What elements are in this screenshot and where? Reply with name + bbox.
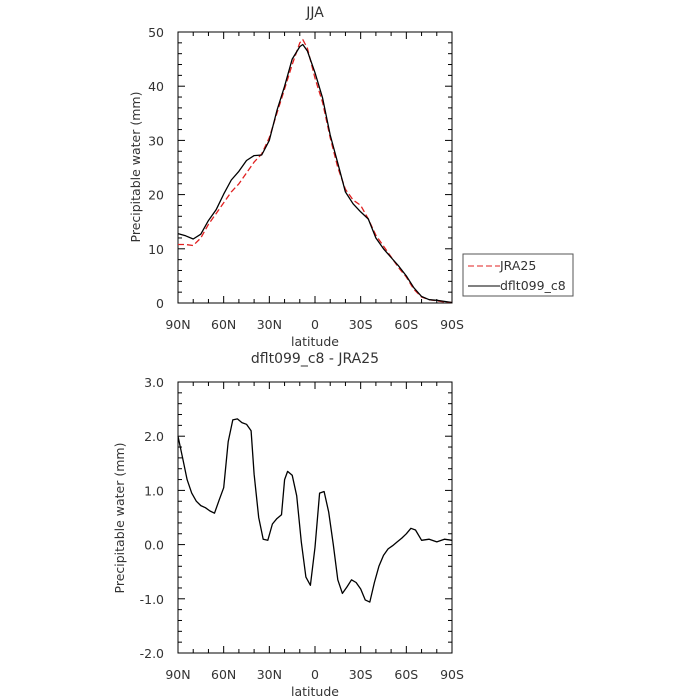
chart-title: dflt099_c8 - JRA25 bbox=[251, 351, 379, 367]
y-tick-label: 50 bbox=[148, 25, 164, 40]
x-tick-label: 30S bbox=[349, 667, 373, 682]
x-tick-label: 30N bbox=[257, 317, 282, 332]
tick-marks bbox=[177, 31, 453, 304]
x-tick-label: 60N bbox=[211, 317, 236, 332]
x-tick-label: 30S bbox=[349, 317, 373, 332]
x-tick-label: 60N bbox=[211, 667, 236, 682]
x-tick-label: 60S bbox=[394, 667, 418, 682]
tick-marks bbox=[177, 381, 453, 654]
y-tick-label: 2.0 bbox=[144, 429, 164, 444]
y-tick-label: 40 bbox=[148, 79, 164, 94]
series-line-jra25 bbox=[178, 38, 453, 304]
y-axis-label: Precipitable water (mm) bbox=[112, 443, 127, 594]
x-tick-label: 90N bbox=[165, 317, 190, 332]
legend-box bbox=[462, 253, 574, 297]
x-axis-label: latitude bbox=[291, 684, 339, 699]
y-tick-label: 30 bbox=[148, 133, 164, 148]
legend-label-jra25: JRA25 bbox=[499, 258, 536, 273]
y-tick-label: 1.0 bbox=[144, 483, 164, 498]
x-tick-label: 0 bbox=[311, 317, 319, 332]
chart-title: JJA bbox=[305, 5, 324, 21]
legend: JRA25 dflt099_c8 bbox=[462, 253, 574, 297]
series-lines bbox=[177, 38, 453, 304]
x-axis-label: latitude bbox=[291, 334, 339, 349]
x-tick-label: 30N bbox=[257, 667, 282, 682]
plot-frame bbox=[177, 381, 453, 654]
series-line-difference bbox=[177, 418, 453, 603]
y-tick-labels: -2.0 -1.0 0.0 1.0 2.0 3.0 bbox=[140, 375, 164, 661]
x-tick-label: 0 bbox=[311, 667, 319, 682]
y-tick-label: 0 bbox=[156, 296, 164, 311]
legend-label-dflt099-c8: dflt099_c8 bbox=[500, 278, 566, 293]
x-tick-label: 90S bbox=[440, 667, 464, 682]
y-tick-label: 0.0 bbox=[144, 538, 164, 553]
series-lines bbox=[177, 418, 453, 603]
chart-panel-bottom: dflt099_c8 - JRA25 -2.0-1.00.01.02.03.0 … bbox=[112, 351, 464, 699]
y-tick-label: -1.0 bbox=[140, 592, 164, 607]
y-tick-label: 10 bbox=[148, 242, 164, 257]
x-tick-labels: 90N 60N 30N 0 30S 60S 90S bbox=[165, 667, 464, 682]
y-tick-label: 20 bbox=[148, 188, 164, 203]
x-tick-label: 60S bbox=[394, 317, 418, 332]
y-tick-label: 3.0 bbox=[144, 375, 164, 390]
y-tick-labels: 0 10 20 30 40 50 bbox=[148, 25, 164, 311]
chart-panel-top: JJA 0 10 20 30 40 50 90N 60N 30N 0 30S 60S 90S lati… bbox=[128, 5, 464, 349]
y-axis-label: Precipitable water (mm) bbox=[128, 92, 143, 243]
series-line-dflt099-c8 bbox=[177, 43, 453, 304]
x-tick-label: 90N bbox=[165, 667, 190, 682]
y-tick-label: -2.0 bbox=[140, 646, 164, 661]
x-tick-labels: 90N 60N 30N 0 30S 60S 90S bbox=[165, 317, 464, 332]
x-tick-label: 90S bbox=[440, 317, 464, 332]
